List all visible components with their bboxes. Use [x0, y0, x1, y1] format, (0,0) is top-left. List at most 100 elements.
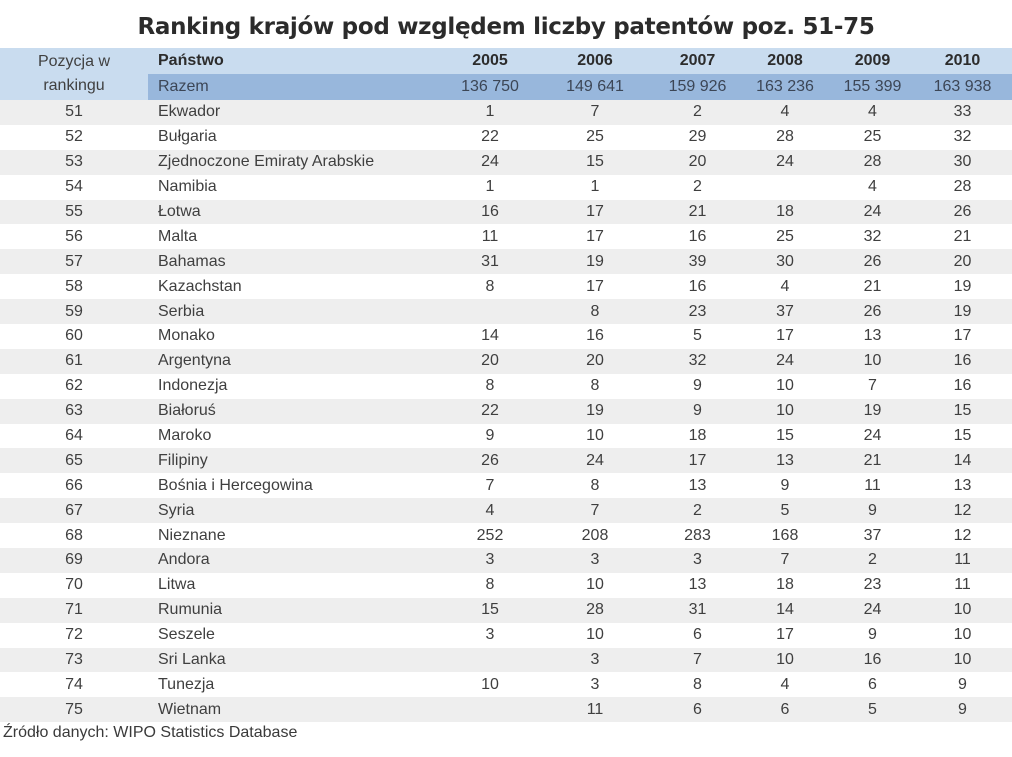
- total-2009: 155 399: [843, 78, 902, 95]
- value-cell-2009: 21: [863, 451, 882, 469]
- value-cell-2010: 32: [953, 128, 972, 146]
- value-cell-2008: 28: [776, 128, 794, 146]
- value-cell-2010: 14: [953, 451, 972, 469]
- value-cell-2006: 19: [586, 402, 604, 420]
- value-cell-2007: 18: [688, 427, 707, 445]
- rank-cell: 74: [65, 675, 83, 693]
- value-cell-2006: 10: [586, 427, 604, 445]
- value-cell-2010: 15: [953, 402, 972, 420]
- table-row: 75 Wietnam 11 6 6 5 9: [0, 697, 1012, 723]
- country-cell: Bułgaria: [158, 128, 217, 146]
- rank-cell: 70: [65, 576, 83, 594]
- value-cell-2008: 24: [776, 153, 794, 171]
- rank-cell: 57: [65, 252, 83, 270]
- country-cell: Ekwador: [158, 103, 221, 121]
- value-cell-2009: 4: [868, 103, 877, 121]
- value-cell-2007: 20: [688, 153, 707, 171]
- table-row: 62 Indonezja 8 8 9 10 7 16: [0, 373, 1012, 399]
- rank-cell: 53: [65, 153, 83, 171]
- value-cell-2009: 11: [864, 476, 881, 494]
- value-cell-2007: 16: [688, 277, 707, 295]
- country-cell: Rumunia: [158, 601, 223, 619]
- rank-cell: 55: [65, 203, 83, 220]
- country-column-header: Państwo: [158, 52, 224, 69]
- value-cell-2007: 16: [688, 227, 707, 245]
- year-header-2007: 2007: [679, 52, 716, 69]
- value-cell-2005: 31: [481, 252, 499, 270]
- value-cell-2009: 13: [863, 327, 882, 345]
- value-cell-2006: 19: [586, 252, 604, 270]
- value-cell-2005: 1: [485, 178, 495, 196]
- country-cell: Maroko: [158, 427, 212, 445]
- position-header-line1: Pozycja w: [37, 53, 111, 70]
- table-row: 54 Namibia 1 1 2 4 28: [0, 174, 1012, 200]
- value-cell-2009: 21: [863, 277, 882, 295]
- value-cell-2006: 17: [586, 277, 604, 295]
- value-cell-2007: 31: [688, 601, 707, 619]
- value-cell-2008: 4: [780, 103, 790, 121]
- country-cell: Nieznane: [158, 526, 226, 544]
- value-cell-2009: 9: [868, 501, 877, 519]
- value-cell-2008: 10: [776, 402, 794, 420]
- value-cell-2008: 24: [776, 352, 794, 370]
- value-cell-2005: 1: [485, 103, 495, 121]
- country-cell: Litwa: [158, 576, 196, 594]
- value-cell-2009: 24: [863, 601, 882, 619]
- value-cell-2009: 2: [868, 551, 877, 569]
- table-row: 68 Nieznane 252 208 283 168 37 12: [0, 523, 1012, 549]
- value-cell-2007: 21: [688, 203, 707, 220]
- country-cell: Kazachstan: [158, 277, 242, 295]
- value-cell-2006: 10: [586, 626, 604, 644]
- value-cell-2005: 8: [485, 377, 495, 395]
- value-cell-2010: 12: [953, 501, 972, 519]
- value-cell-2010: 19: [953, 302, 972, 320]
- value-cell-2005: 15: [481, 601, 499, 619]
- country-cell: Wietnam: [158, 700, 222, 718]
- value-cell-2005: 8: [485, 277, 495, 295]
- value-cell-2007: 13: [688, 576, 707, 594]
- value-cell-2009: 24: [863, 427, 882, 445]
- value-cell-2009: 26: [863, 252, 882, 270]
- table-header: Pozycja w rankingu Państwo 2005 2006 200…: [0, 48, 1012, 100]
- total-2008: 163 236: [756, 78, 814, 95]
- rank-cell: 61: [65, 352, 83, 370]
- value-cell-2006: 25: [586, 128, 604, 146]
- value-cell-2009: 5: [868, 700, 877, 718]
- value-cell-2007: 9: [693, 377, 702, 395]
- value-cell-2007: 29: [688, 128, 707, 146]
- value-cell-2008: 13: [776, 451, 794, 469]
- value-cell-2008: 17: [776, 626, 794, 644]
- value-cell-2010: 11: [954, 576, 971, 594]
- value-cell-2007: 32: [688, 352, 707, 370]
- rank-cell: 72: [65, 626, 83, 644]
- table-row: 52 Bułgaria 22 25 29 28 25 32: [0, 124, 1012, 150]
- value-cell-2008: 30: [776, 252, 794, 270]
- position-header-line2: rankingu: [43, 77, 105, 94]
- value-cell-2007: 17: [688, 451, 707, 469]
- country-cell: Zjednoczone Emiraty Arabskie: [158, 153, 375, 171]
- rank-cell: 58: [65, 277, 83, 295]
- rank-cell: 59: [65, 302, 83, 320]
- value-cell-2006: 17: [586, 227, 604, 245]
- table-row: 63 Białoruś 22 19 9 10 19 15: [0, 398, 1012, 424]
- value-cell-2006: 24: [586, 451, 604, 469]
- table-row: 51 Ekwador 1 7 2 4 4 33: [0, 100, 1012, 125]
- rank-cell: 64: [65, 427, 83, 445]
- rank-cell: 63: [65, 402, 83, 420]
- country-cell: Serbia: [158, 302, 205, 320]
- value-cell-2009: 19: [863, 402, 882, 420]
- table-row: 57 Bahamas 31 19 39 30 26 20: [0, 249, 1012, 275]
- value-cell-2005: 3: [485, 551, 495, 569]
- value-cell-2006: 3: [590, 651, 600, 669]
- value-cell-2007: 9: [693, 402, 702, 420]
- value-cell-2007: 283: [684, 526, 711, 544]
- value-cell-2007: 13: [688, 476, 707, 494]
- value-cell-2009: 16: [863, 651, 882, 669]
- value-cell-2008: [740, 175, 830, 200]
- table-row: 70 Litwa 8 10 13 18 23 11: [0, 572, 1012, 598]
- country-cell: Namibia: [158, 178, 217, 196]
- value-cell-2006: 7: [590, 103, 600, 121]
- table-title: Ranking krajów pod względem liczby paten…: [137, 14, 875, 40]
- value-cell-2005: 252: [476, 526, 504, 544]
- value-cell-2005: 24: [481, 153, 499, 171]
